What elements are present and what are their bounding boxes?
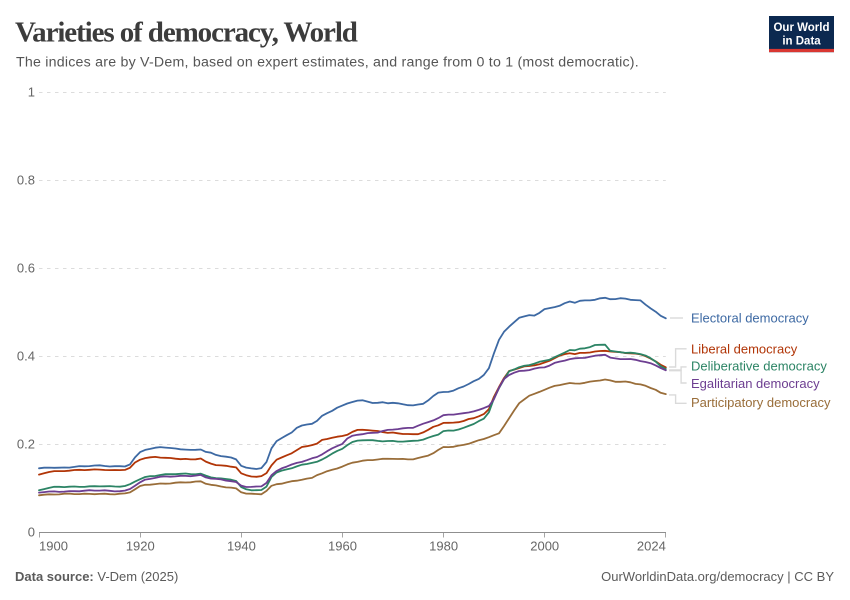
svg-text:0.8: 0.8 [17,173,35,188]
svg-text:OurWorldinData.org/democracy |: OurWorldinData.org/democracy | CC BY [601,569,834,584]
svg-text:Varieties of democracy, World: Varieties of democracy, World [15,17,358,49]
svg-text:1960: 1960 [328,539,357,554]
svg-text:0.4: 0.4 [17,349,35,364]
svg-text:0: 0 [28,525,35,540]
svg-text:Egalitarian democracy: Egalitarian democracy [691,376,820,391]
svg-text:0.2: 0.2 [17,437,35,452]
svg-text:Electoral democracy: Electoral democracy [691,311,809,326]
svg-text:Our World: Our World [773,22,829,34]
svg-text:2000: 2000 [530,539,559,554]
svg-text:1940: 1940 [227,539,256,554]
svg-text:Deliberative democracy: Deliberative democracy [691,359,827,374]
svg-text:1920: 1920 [126,539,155,554]
svg-text:1: 1 [28,85,35,100]
svg-text:1900: 1900 [39,539,68,554]
svg-text:Data source: V-Dem (2025): Data source: V-Dem (2025) [15,569,178,584]
svg-text:Participatory democracy: Participatory democracy [691,395,831,410]
svg-text:1980: 1980 [429,539,458,554]
svg-text:in Data: in Data [782,36,821,48]
svg-text:The indices are by V-Dem, base: The indices are by V-Dem, based on exper… [16,55,639,71]
svg-text:2024: 2024 [637,539,666,554]
svg-text:Liberal democracy: Liberal democracy [691,341,798,356]
svg-text:0.6: 0.6 [17,261,35,276]
